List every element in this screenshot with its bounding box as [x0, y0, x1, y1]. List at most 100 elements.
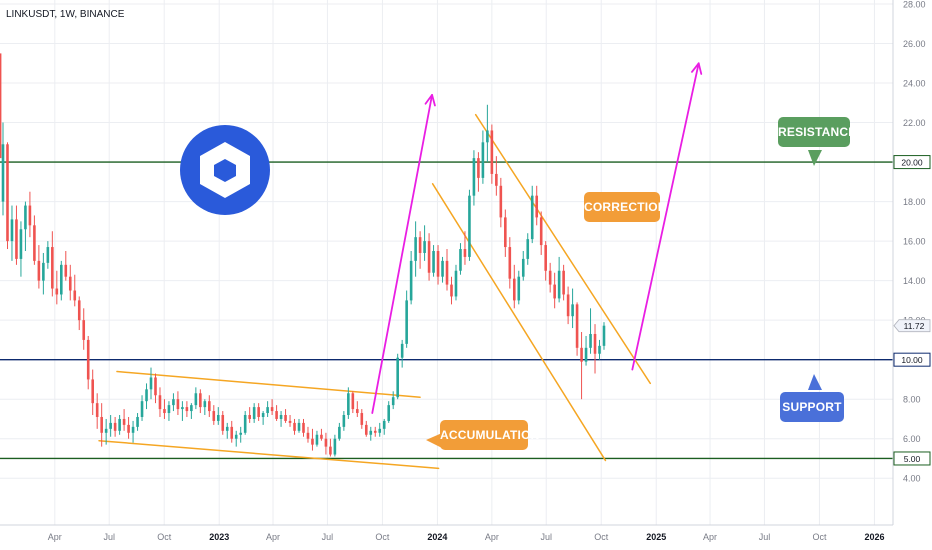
candle-body — [535, 195, 539, 218]
arrow-projected-impulse-line[interactable] — [631, 62, 700, 371]
x-tick-label: 2026 — [864, 532, 884, 542]
candle-body — [315, 434, 319, 445]
candle-body — [172, 399, 175, 406]
candle-body — [221, 415, 225, 431]
candle-body — [436, 251, 440, 277]
candle-body — [230, 426, 234, 439]
candle-body — [338, 426, 341, 439]
x-tick-label: Apr — [266, 532, 280, 542]
resistance-callout: RESISTANCE — [778, 117, 856, 147]
candle-body — [571, 304, 574, 317]
price-axis[interactable]: 4.006.008.0010.0012.0014.0016.0018.0020.… — [892, 0, 926, 525]
candle-body — [131, 426, 135, 433]
accumulation-channel-top-line[interactable] — [116, 370, 421, 398]
candle-body — [329, 446, 332, 455]
candle-body — [584, 347, 588, 362]
trend-drawings[interactable] — [98, 62, 703, 470]
candle-body — [441, 260, 444, 277]
candle-body — [468, 195, 471, 257]
candle-body — [42, 262, 45, 281]
correction-callout: CORRECTION — [584, 192, 666, 222]
candle-body — [409, 260, 413, 301]
candle-body — [100, 416, 103, 433]
x-tick-label: 2025 — [646, 532, 666, 542]
candle-body — [109, 422, 112, 429]
candle-body — [593, 333, 597, 354]
resistance-level-label: 20.00 — [901, 157, 923, 167]
x-tick-label: Apr — [48, 532, 62, 542]
candle-body — [95, 403, 99, 417]
candle-body — [508, 247, 512, 279]
x-tick-label: Oct — [812, 532, 827, 542]
candle-body — [459, 249, 462, 271]
x-tick-label: 2024 — [427, 532, 447, 542]
x-tick-label: Apr — [485, 532, 499, 542]
candle-body — [68, 276, 72, 291]
price-labels: 20.00 10.00 5.00 11.72 — [893, 155, 931, 466]
candle-body — [539, 217, 543, 246]
candle-body — [199, 393, 202, 408]
x-tick-label: Oct — [157, 532, 172, 542]
candle-body — [24, 205, 27, 230]
candle-body — [580, 347, 583, 362]
candle-body — [163, 409, 166, 414]
candle-body — [418, 237, 422, 253]
correction-channel-lower-line[interactable] — [431, 183, 607, 462]
y-tick-label: 8.00 — [903, 395, 921, 405]
candle-body — [225, 426, 229, 431]
candle-body — [347, 393, 350, 416]
candle-body — [382, 420, 386, 429]
accumulation-callout-pointer — [426, 433, 442, 448]
candle-body — [297, 422, 301, 431]
candle-body — [566, 294, 570, 317]
candle-body — [145, 389, 148, 402]
candle-body — [495, 173, 498, 186]
accumulation-channel-bottom-line[interactable] — [98, 439, 440, 470]
candle-body — [602, 325, 606, 346]
candle-body — [10, 219, 14, 242]
candle-body — [15, 219, 18, 259]
x-tick-label: Jul — [103, 532, 115, 542]
candle-body — [77, 300, 81, 321]
y-tick-label: 24.00 — [903, 79, 926, 89]
candle-body — [427, 241, 431, 273]
candle-body — [423, 241, 426, 253]
candle-body — [248, 415, 251, 419]
candle-body — [190, 405, 193, 412]
y-tick-label: 4.00 — [903, 474, 921, 484]
arrow-first-impulse-line[interactable] — [371, 93, 433, 414]
candle-body — [400, 343, 404, 358]
bottom-level-label: 5.00 — [904, 454, 921, 464]
y-tick-label: 28.00 — [903, 0, 926, 10]
candle-body — [91, 379, 94, 404]
candle-body — [212, 411, 216, 421]
candle-body — [387, 405, 391, 421]
candle-body — [364, 424, 368, 435]
candle-body — [450, 284, 453, 297]
bottom-level-tag — [893, 451, 931, 466]
candle-body — [122, 418, 126, 425]
candle-body — [239, 432, 243, 435]
candle-body — [575, 304, 579, 348]
resistance-callout-pointer — [808, 150, 822, 166]
candle-body — [324, 438, 328, 447]
candle-body — [391, 397, 395, 406]
candle-body — [203, 401, 207, 408]
candle-body — [261, 413, 265, 417]
candle-body — [553, 284, 556, 299]
x-tick-label: Oct — [594, 532, 609, 542]
y-tick-label: 16.00 — [903, 237, 926, 247]
x-tick-label: 2023 — [209, 532, 229, 542]
candle-body — [373, 430, 377, 433]
candle-body — [275, 411, 278, 419]
time-axis[interactable]: Apr Jul Oct 2023 Apr Jul Oct 2024 Apr Jul Oct 2025 A… — [0, 524, 893, 542]
correction-channel-upper-line[interactable] — [474, 113, 652, 385]
candle-body — [154, 377, 157, 396]
candle-body — [351, 393, 355, 410]
candle-body — [544, 245, 547, 271]
candle-body — [463, 249, 467, 257]
candle-body — [136, 416, 139, 427]
candle-body — [548, 270, 552, 285]
candle-body — [149, 377, 153, 390]
